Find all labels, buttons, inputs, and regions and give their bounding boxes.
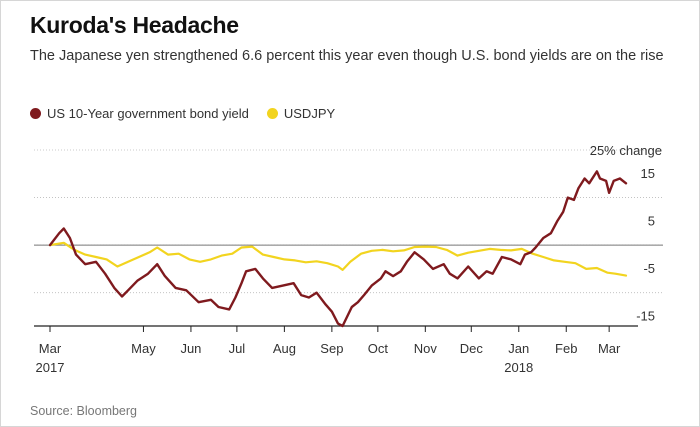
- x-tick-label: May: [131, 341, 156, 356]
- y-tick-label: 15: [641, 166, 655, 181]
- y-tick-label: -15: [636, 308, 655, 323]
- legend-item-usdjpy: USDJPY: [266, 106, 336, 121]
- x-tick-label: Oct: [368, 341, 389, 356]
- legend-swatch-usdjpy: [266, 108, 278, 119]
- x-tick-label: Jun: [180, 341, 201, 356]
- x-tick-label: Aug: [273, 341, 296, 356]
- y-tick-label: -5: [643, 261, 655, 276]
- x-tick-label: Mar: [598, 341, 621, 356]
- legend-swatch-bond: [30, 108, 41, 119]
- x-tick-label: Jul: [229, 341, 246, 356]
- legend-label-usdjpy: USDJPY: [283, 106, 336, 121]
- x-tick-label: Sep: [320, 341, 343, 356]
- legend: US 10-Year government bond yield USDJPY: [30, 106, 353, 121]
- x-tick-year-label: 2017: [36, 360, 65, 375]
- y-tick-label: 5: [648, 213, 655, 228]
- x-tick-label: Feb: [555, 341, 577, 356]
- source-note: Source: Bloomberg: [30, 404, 138, 418]
- x-tick-label: Dec: [460, 341, 484, 356]
- legend-label-bond: US 10-Year government bond yield: [47, 106, 249, 121]
- x-tick-label: Mar: [39, 341, 62, 356]
- x-tick-label: Jan: [508, 341, 529, 356]
- chart-title: Kuroda's Headache: [30, 12, 239, 38]
- x-tick-label: Nov: [414, 341, 438, 356]
- y-axis-unit-label: 25% change: [590, 143, 662, 158]
- x-tick-year-label: 2018: [504, 360, 533, 375]
- chart-subtitle: The Japanese yen strengthened 6.6 percen…: [30, 48, 664, 64]
- series-line-bond-yield: [48, 170, 628, 328]
- series-line-usdjpy: [48, 241, 628, 277]
- legend-item-bond: US 10-Year government bond yield: [30, 106, 249, 121]
